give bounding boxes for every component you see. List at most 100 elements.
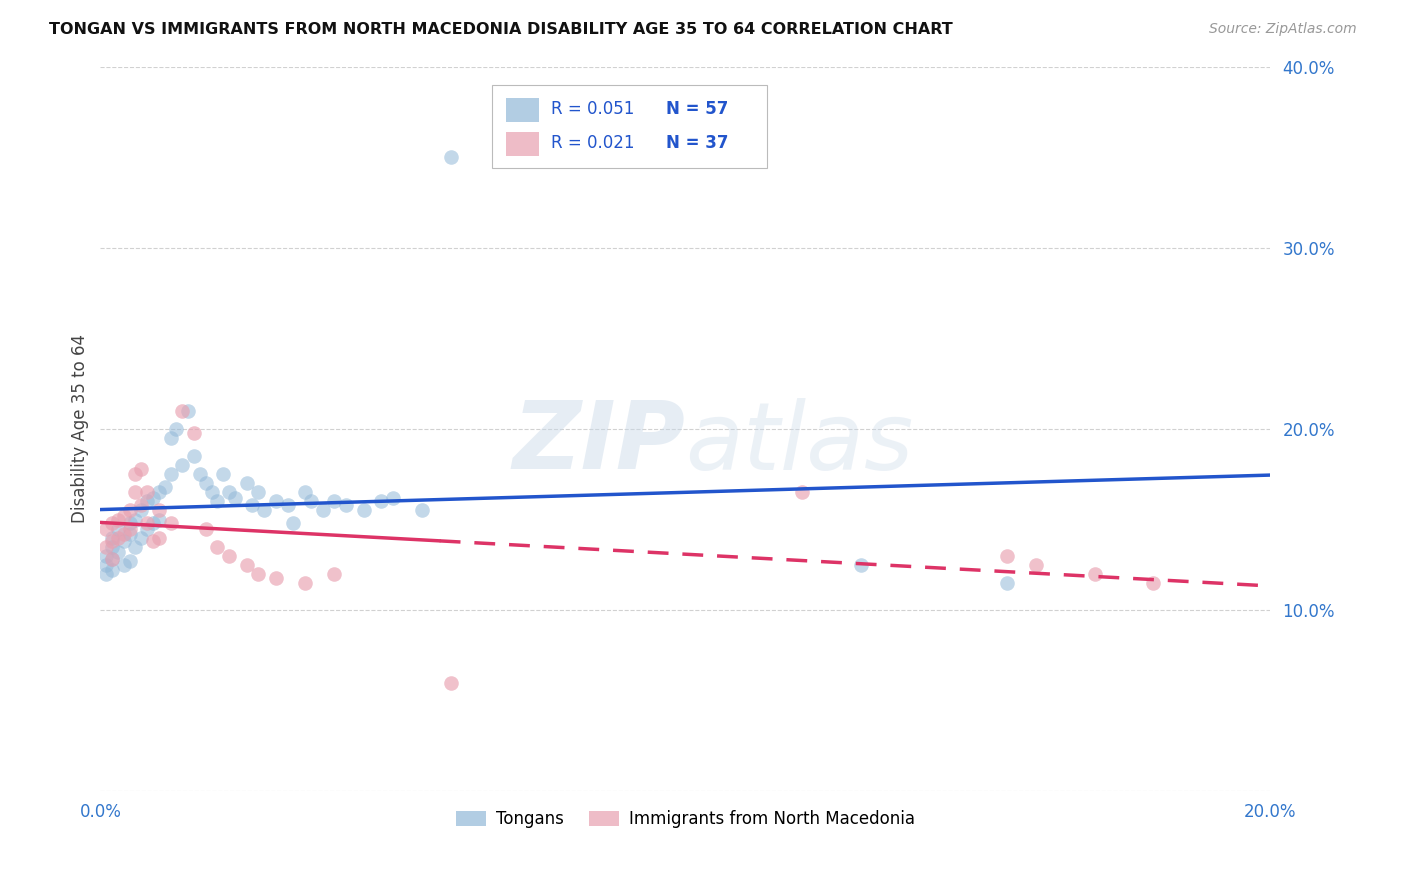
Point — [153, 480, 176, 494]
Point — [96, 540, 118, 554]
Point — [235, 476, 257, 491]
Point — [299, 494, 322, 508]
Point — [294, 576, 316, 591]
Point — [148, 485, 170, 500]
Point — [294, 485, 316, 500]
Point — [124, 512, 146, 526]
Point — [172, 404, 194, 418]
Point — [1142, 576, 1164, 591]
Point — [118, 503, 141, 517]
Point — [1084, 566, 1107, 581]
Point — [995, 576, 1018, 591]
Text: N = 37: N = 37 — [665, 134, 728, 152]
Point — [124, 540, 146, 554]
Legend: Tongans, Immigrants from North Macedonia: Tongans, Immigrants from North Macedonia — [450, 804, 921, 835]
Point — [136, 485, 159, 500]
Point — [253, 503, 276, 517]
Point — [101, 534, 124, 549]
Text: R = 0.021: R = 0.021 — [551, 134, 634, 152]
Point — [183, 449, 205, 463]
Text: atlas: atlas — [685, 398, 914, 489]
Point — [218, 549, 240, 563]
Point — [247, 566, 270, 581]
Point — [194, 522, 217, 536]
Text: ZIP: ZIP — [513, 398, 685, 490]
Point — [136, 516, 159, 530]
Text: R = 0.051: R = 0.051 — [551, 101, 634, 119]
Point — [148, 503, 170, 517]
Point — [107, 531, 129, 545]
Point — [131, 498, 153, 512]
Point — [370, 494, 392, 508]
Point — [207, 494, 229, 508]
Point — [995, 549, 1018, 563]
Point — [849, 558, 872, 572]
Point — [311, 503, 333, 517]
Point — [118, 527, 141, 541]
Point — [131, 503, 153, 517]
Point — [142, 516, 165, 530]
Point — [353, 503, 375, 517]
Point — [218, 485, 240, 500]
Point — [172, 458, 194, 472]
Point — [101, 531, 124, 545]
Point — [194, 476, 217, 491]
Point — [101, 540, 124, 554]
Point — [96, 522, 118, 536]
Point — [283, 516, 305, 530]
Point — [96, 549, 118, 563]
Point — [107, 512, 129, 526]
Point — [159, 431, 181, 445]
Text: TONGAN VS IMMIGRANTS FROM NORTH MACEDONIA DISABILITY AGE 35 TO 64 CORRELATION CH: TONGAN VS IMMIGRANTS FROM NORTH MACEDONI… — [49, 22, 953, 37]
Point — [323, 566, 346, 581]
Point — [96, 566, 118, 581]
Point — [242, 498, 264, 512]
Bar — [506, 98, 538, 122]
Point — [142, 491, 165, 505]
Point — [131, 462, 153, 476]
Point — [177, 404, 200, 418]
Point — [101, 516, 124, 530]
Point — [188, 467, 211, 482]
Point — [247, 485, 270, 500]
Point — [335, 498, 357, 512]
Point — [112, 508, 135, 523]
Point — [323, 494, 346, 508]
Point — [101, 552, 124, 566]
Point — [118, 522, 141, 536]
Point — [124, 467, 146, 482]
Point — [224, 491, 246, 505]
Point — [440, 675, 463, 690]
Point — [1025, 558, 1047, 572]
Point — [124, 485, 146, 500]
Point — [159, 467, 181, 482]
Point — [118, 554, 141, 568]
Point — [142, 534, 165, 549]
Point — [264, 494, 287, 508]
Point — [235, 558, 257, 572]
Text: Source: ZipAtlas.com: Source: ZipAtlas.com — [1209, 22, 1357, 37]
Point — [136, 522, 159, 536]
Point — [165, 422, 187, 436]
Point — [200, 485, 222, 500]
Point — [131, 531, 153, 545]
Point — [207, 540, 229, 554]
Point — [136, 494, 159, 508]
Bar — [506, 132, 538, 156]
Point — [440, 150, 463, 164]
Point — [112, 527, 135, 541]
Point — [411, 503, 433, 517]
FancyBboxPatch shape — [492, 85, 768, 168]
Point — [118, 516, 141, 530]
Y-axis label: Disability Age 35 to 64: Disability Age 35 to 64 — [72, 334, 89, 524]
Point — [148, 531, 170, 545]
Point — [277, 498, 299, 512]
Point — [96, 558, 118, 572]
Point — [792, 485, 814, 500]
Point — [107, 545, 129, 559]
Point — [381, 491, 404, 505]
Point — [101, 563, 124, 577]
Point — [112, 558, 135, 572]
Point — [183, 425, 205, 440]
Point — [148, 512, 170, 526]
